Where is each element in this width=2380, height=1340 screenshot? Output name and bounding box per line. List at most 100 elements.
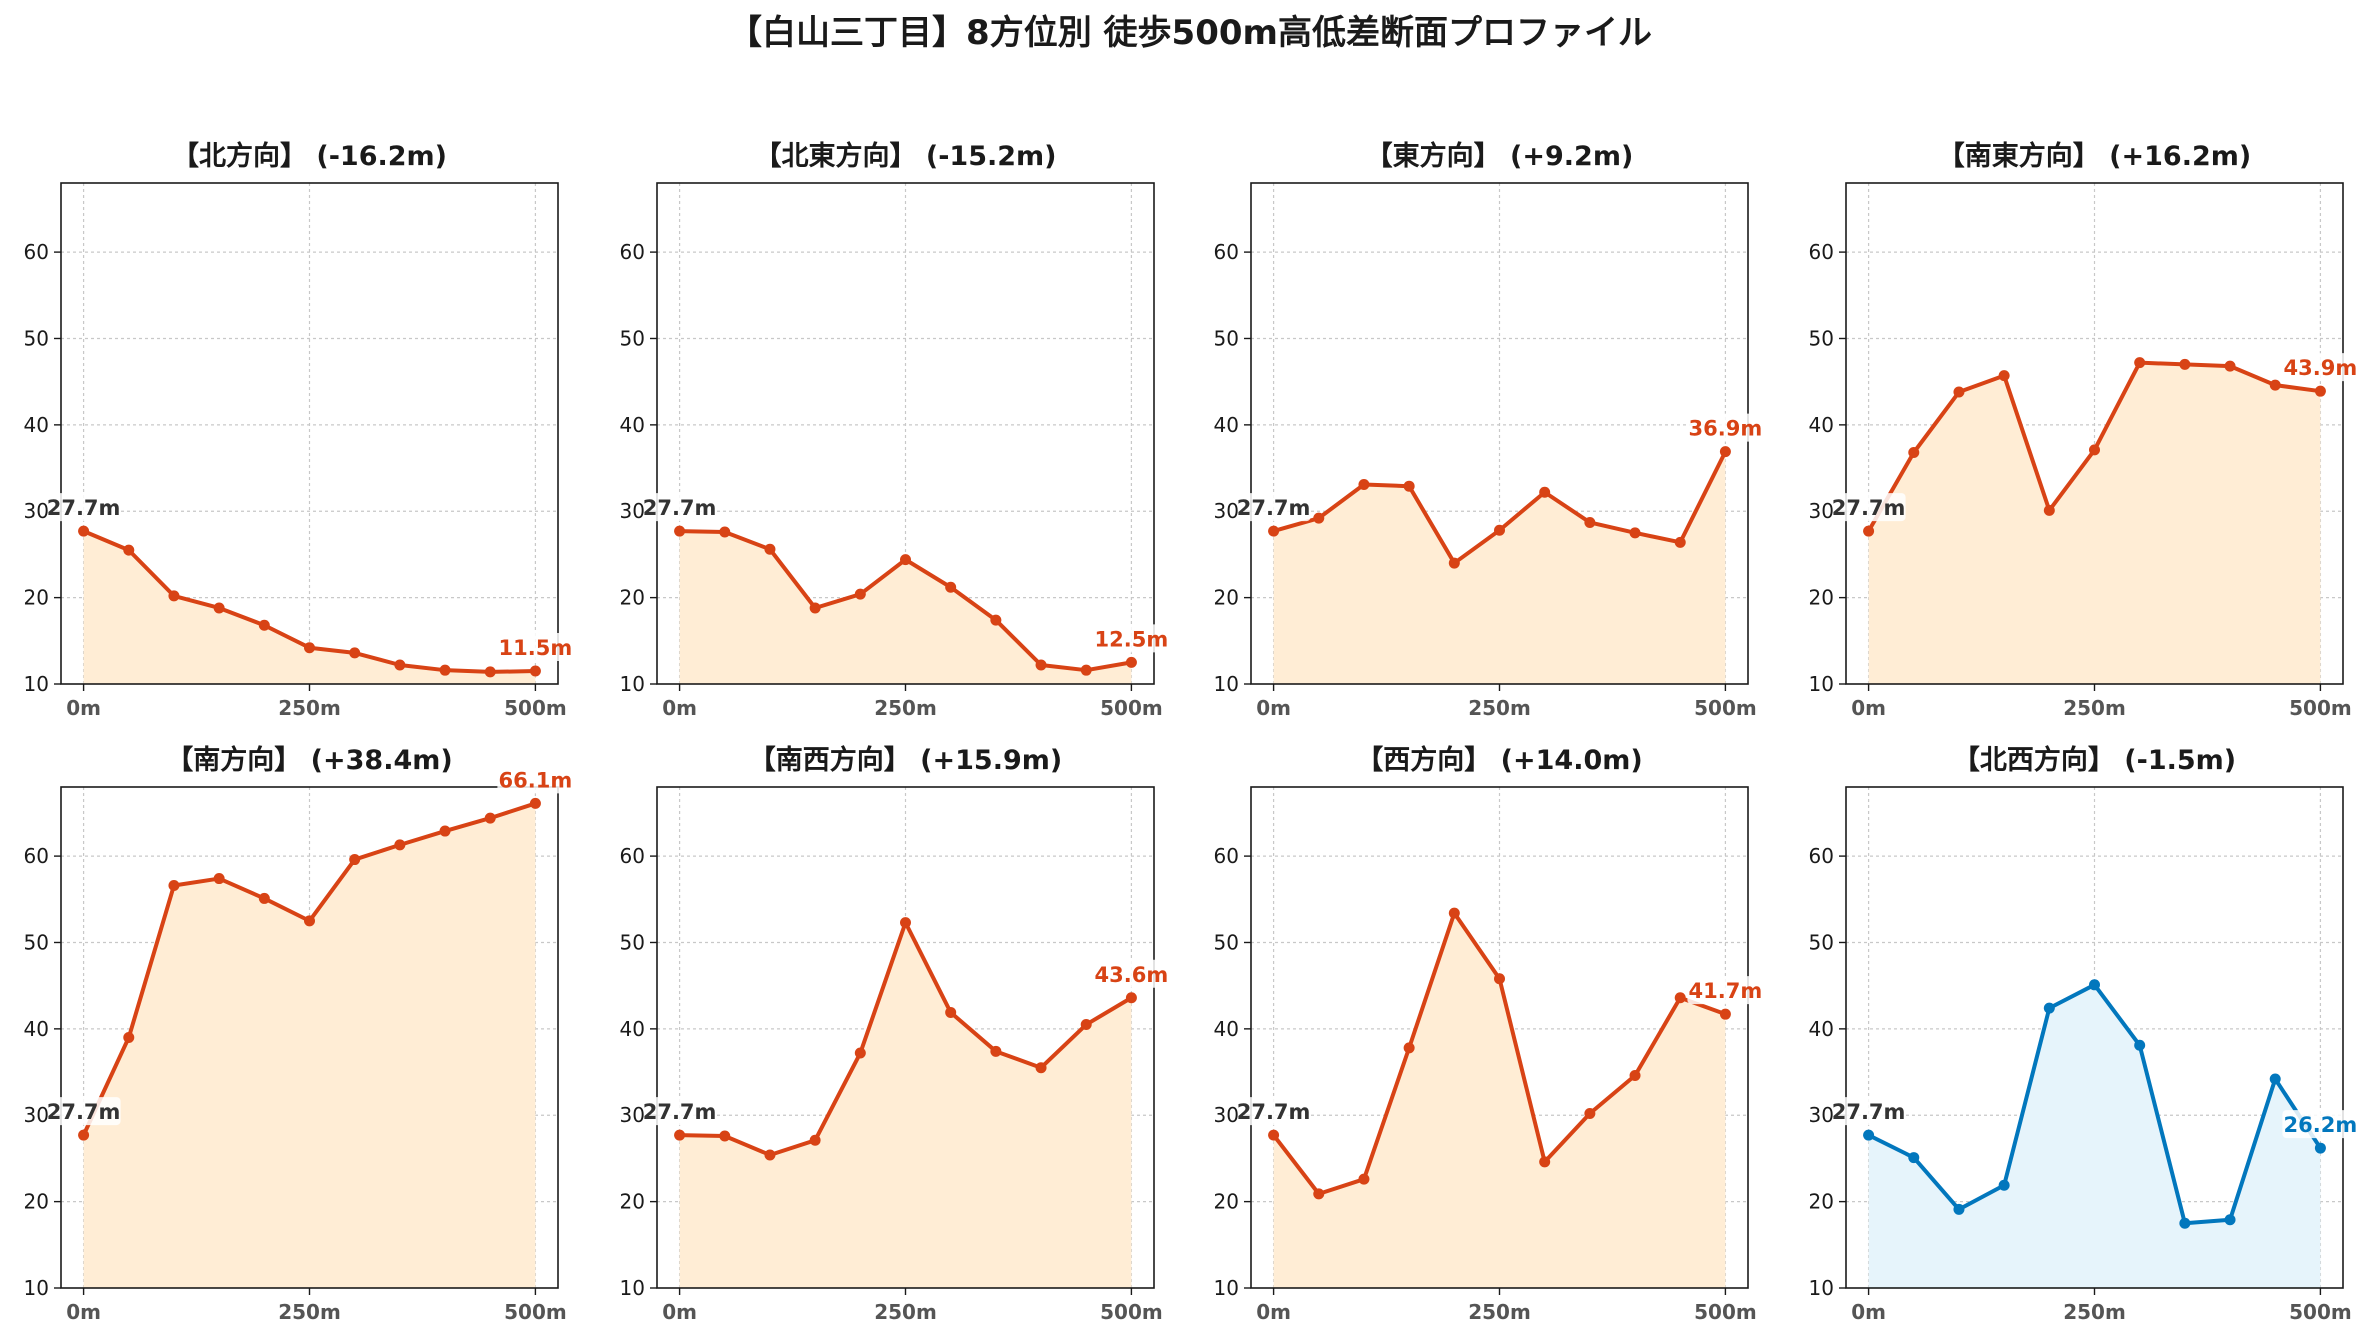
subplot-7: 10 20 30 40 50 60 0m 250m 500m 【北西方向】 (-1.5m) 27.7… [1809, 744, 2359, 1324]
data-point [719, 526, 731, 538]
data-point [1358, 478, 1370, 490]
y-tick-label: 20 [620, 586, 645, 610]
data-point [78, 525, 90, 537]
start-label: 27.7m [1237, 1100, 1311, 1124]
start-label: 27.7m [47, 1100, 121, 1124]
start-label: 27.7m [1832, 496, 1906, 520]
data-point [1125, 656, 1137, 668]
data-point [1953, 1203, 1965, 1215]
data-point [1539, 1156, 1551, 1168]
y-tick-label: 40 [24, 1017, 49, 1041]
data-point [1358, 1173, 1370, 1185]
data-point [2269, 379, 2281, 391]
data-point [674, 525, 686, 537]
subplot-6: 10 20 30 40 50 60 0m 250m 500m 【西方向】 (+14.0m) 27.7… [1214, 744, 1764, 1324]
subplot-1: 10 20 30 40 50 60 0m 250m 500m 【北東方向】 (-15.2m) 27.… [620, 140, 1170, 720]
data-point [1584, 516, 1596, 528]
start-label-box [1833, 1097, 1906, 1126]
y-tick-label: 30 [620, 499, 645, 523]
data-point [78, 1129, 90, 1141]
data-point [258, 892, 270, 904]
start-label-box [48, 493, 121, 522]
y-tick-label: 10 [1809, 672, 1834, 696]
data-point [1539, 486, 1551, 498]
area-fill [1868, 362, 2321, 684]
figure-title: 【白山三丁目】8方位別 徒歩500m高低差断面プロファイル [728, 13, 1652, 53]
data-point [529, 797, 541, 809]
data-point [1494, 524, 1505, 536]
end-label-box [497, 633, 574, 662]
subplot-title: 【西方向】 (+14.0m) [1356, 744, 1642, 776]
end-label: 11.5m [499, 636, 573, 660]
data-point [990, 1045, 1002, 1057]
data-point [213, 602, 225, 614]
data-point [809, 602, 821, 614]
y-tick-label: 60 [1214, 240, 1239, 264]
data-point [945, 1006, 957, 1018]
x-tick-label: 250m [2063, 696, 2126, 720]
area-fill [1868, 984, 2321, 1288]
data-point [349, 854, 361, 866]
start-label-box [1833, 493, 1906, 522]
data-point [2179, 1217, 2191, 1229]
data-point [1629, 527, 1641, 539]
y-tick-label: 20 [1214, 1190, 1239, 1214]
y-tick-label: 40 [24, 413, 49, 437]
end-label-box [1687, 413, 1764, 442]
x-tick-label: 500m [504, 1300, 567, 1324]
data-point [2089, 979, 2100, 991]
data-point [1125, 992, 1137, 1004]
start-label: 27.7m [643, 1100, 717, 1124]
data-point [764, 543, 776, 555]
data-point [1448, 557, 1460, 569]
start-label: 27.7m [1832, 1100, 1906, 1124]
data-point [304, 915, 315, 927]
start-label: 27.7m [1237, 496, 1311, 520]
data-point [1998, 370, 2010, 382]
subplot-2: 10 20 30 40 50 60 0m 250m 500m 【東方向】 (+9.2m) 27.7m… [1214, 140, 1764, 720]
y-tick-label: 10 [24, 672, 49, 696]
end-label: 41.7m [1689, 979, 1763, 1003]
data-point [439, 825, 451, 837]
data-point [2043, 1002, 2055, 1014]
x-tick-label: 0m [1256, 1300, 1291, 1324]
subplot-4: 10 20 30 40 50 60 0m 250m 500m 【南方向】 (+38.4m) 27.7… [24, 744, 574, 1324]
y-tick-label: 10 [620, 1276, 645, 1300]
x-tick-label: 0m [66, 1300, 101, 1324]
y-tick-label: 10 [1809, 1276, 1834, 1300]
data-point [2224, 360, 2236, 372]
y-tick-label: 40 [620, 413, 645, 437]
y-tick-label: 20 [24, 586, 49, 610]
data-point [945, 581, 957, 593]
y-tick-label: 20 [620, 1190, 645, 1214]
end-label: 36.9m [1689, 417, 1763, 441]
y-tick-label: 50 [620, 930, 645, 954]
data-point [484, 666, 496, 678]
y-tick-label: 10 [1214, 1276, 1239, 1300]
data-point [1908, 1152, 1920, 1164]
end-label: 26.2m [2284, 1113, 2358, 1137]
subplot-title: 【南東方向】 (+16.2m) [1938, 140, 2251, 172]
data-point [1998, 1179, 2010, 1191]
y-tick-label: 40 [1809, 1017, 1834, 1041]
end-label: 43.6m [1095, 963, 1169, 987]
x-tick-label: 500m [1694, 696, 1757, 720]
y-tick-label: 40 [1214, 413, 1239, 437]
data-point [990, 614, 1002, 626]
data-point [809, 1134, 821, 1146]
x-tick-label: 250m [874, 1300, 937, 1324]
y-tick-label: 60 [1809, 844, 1834, 868]
x-tick-label: 500m [2289, 696, 2352, 720]
subplot-title: 【南西方向】 (+15.9m) [749, 744, 1062, 776]
data-point [900, 917, 911, 929]
data-point [1863, 1129, 1875, 1141]
x-tick-label: 0m [662, 1300, 697, 1324]
x-tick-label: 0m [1851, 696, 1886, 720]
data-point [213, 873, 225, 885]
data-point [168, 879, 180, 891]
y-tick-label: 30 [1214, 1103, 1239, 1127]
y-tick-label: 20 [1809, 1190, 1834, 1214]
x-tick-label: 500m [1694, 1300, 1757, 1324]
